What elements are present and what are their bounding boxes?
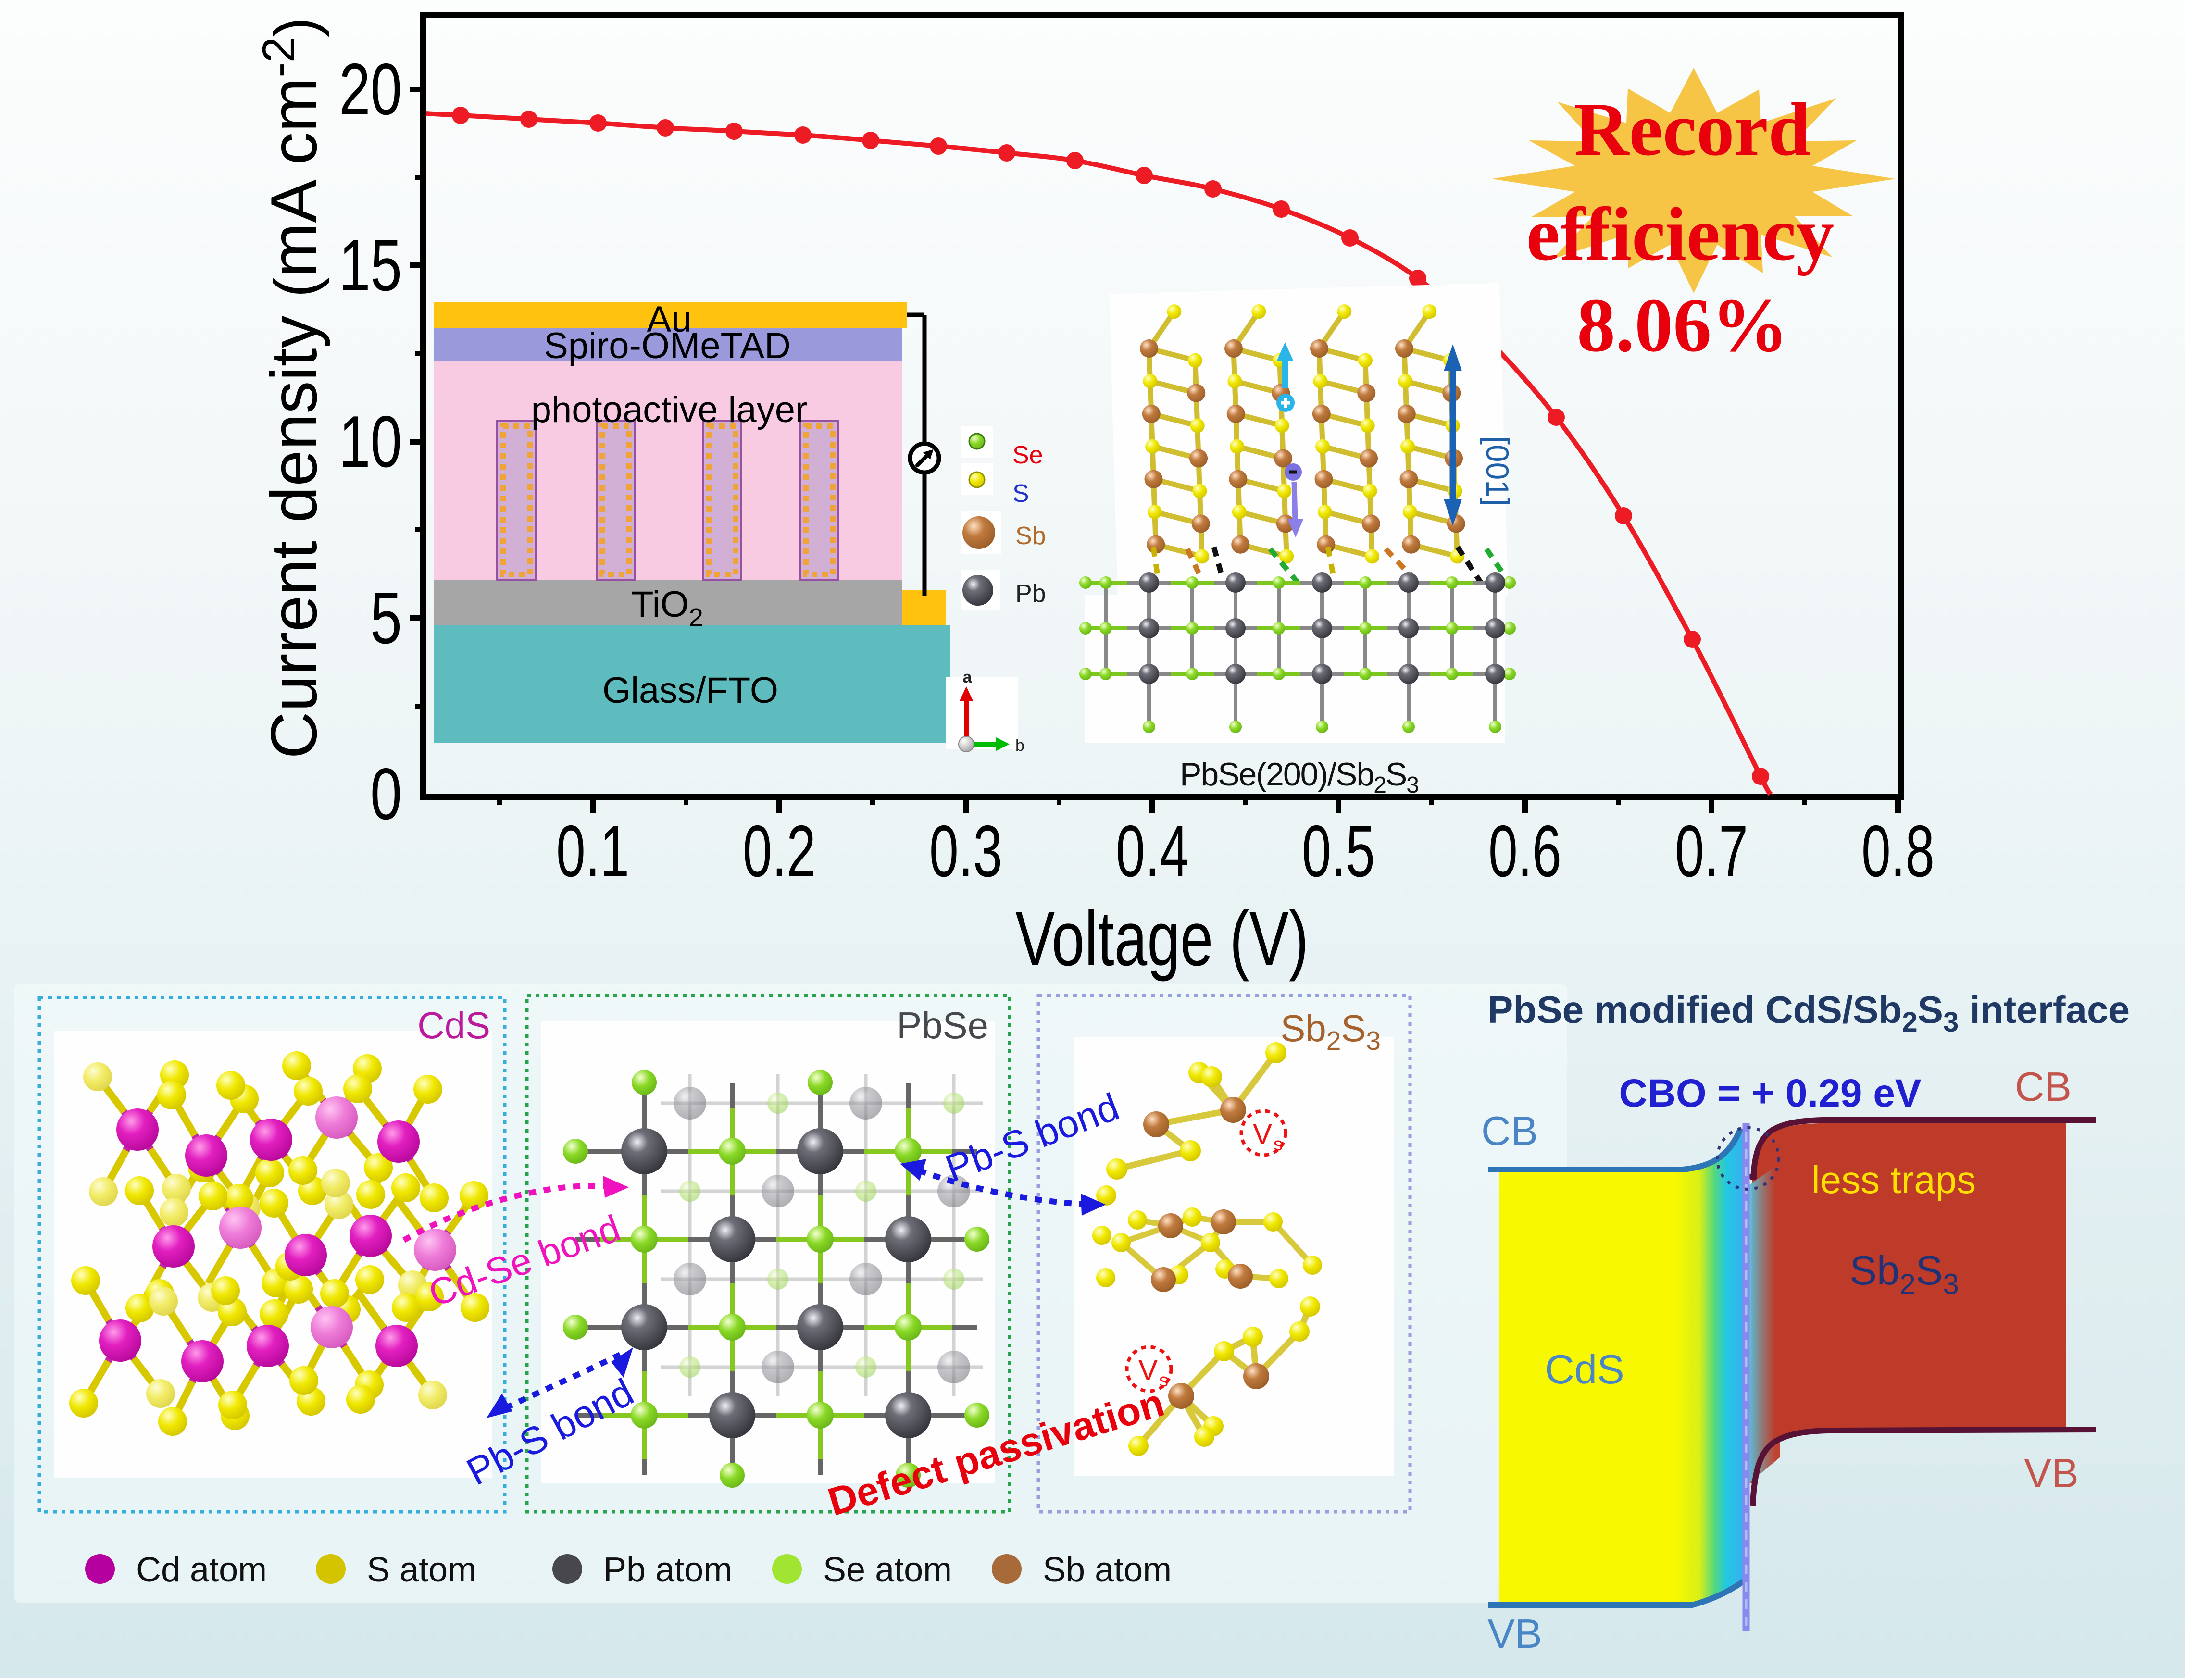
svg-text:Sb: Sb [1015,522,1046,550]
svg-text:0.5: 0.5 [1302,810,1375,892]
svg-text:CdS: CdS [417,1004,490,1046]
svg-text:S atom: S atom [367,1551,476,1589]
svg-text:0: 0 [370,753,402,835]
svg-text:CdS: CdS [1545,1347,1624,1393]
svg-text:photoactive layer: photoactive layer [531,389,808,430]
svg-text:Au: Au [647,299,692,340]
svg-text:CB: CB [1481,1108,1538,1154]
svg-text:VB: VB [2024,1451,2078,1496]
svg-text:Cd atom: Cd atom [136,1551,267,1589]
svg-text:PbSe modified CdS/Sb2S3 interf: PbSe modified CdS/Sb2S3 interface [1487,988,2130,1038]
svg-text:0.4: 0.4 [1116,810,1189,892]
svg-text:Pb atom: Pb atom [603,1551,732,1589]
svg-text:15: 15 [339,224,402,306]
svg-text:Se atom: Se atom [823,1551,952,1589]
svg-text:CBO = + 0.29 eV: CBO = + 0.29 eV [1619,1071,1921,1115]
svg-text:PbSe: PbSe [897,1004,988,1046]
svg-text:Spiro-OMeTAD: Spiro-OMeTAD [544,325,791,366]
svg-text:20: 20 [339,49,402,130]
svg-text:Current density (mA cm-2): Current density (mA cm-2) [253,17,330,759]
svg-text:0.8: 0.8 [1861,810,1935,892]
svg-text:PbSe(200)/Sb2S3: PbSe(200)/Sb2S3 [1180,756,1418,798]
svg-text:Glass/FTO: Glass/FTO [602,670,778,711]
svg-text:Vs: Vs [1253,1118,1283,1155]
svg-text:Record: Record [1574,87,1810,172]
svg-text:CB: CB [2015,1064,2072,1110]
svg-text:b: b [1015,736,1024,755]
svg-text:S: S [1012,480,1029,508]
svg-text:0.1: 0.1 [556,810,629,892]
svg-text:10: 10 [339,401,402,483]
svg-text:Pb: Pb [1015,580,1046,608]
svg-text:Se: Se [1012,441,1043,469]
svg-text:Sb atom: Sb atom [1043,1551,1172,1589]
svg-text:5: 5 [370,577,402,659]
svg-text:a: a [963,668,973,686]
svg-text:less traps: less traps [1811,1158,1976,1201]
svg-text:8.06%: 8.06% [1577,282,1788,368]
svg-text:[001]: [001] [1480,436,1515,507]
svg-text:0.3: 0.3 [929,810,1002,892]
svg-text:0.7: 0.7 [1675,810,1748,892]
svg-text:efficiency: efficiency [1526,192,1834,276]
svg-text:0.2: 0.2 [743,810,816,892]
svg-text:0.6: 0.6 [1488,810,1561,892]
svg-text:VB: VB [1487,1611,1542,1657]
svg-text:Voltage (V): Voltage (V) [1015,896,1309,982]
